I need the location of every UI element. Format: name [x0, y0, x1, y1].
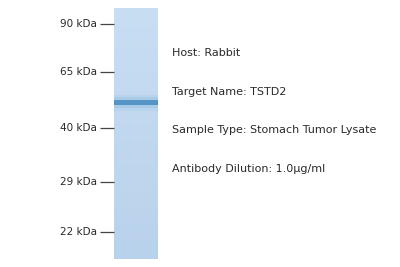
Bar [114, 70, 158, 74]
Bar [114, 77, 158, 80]
Bar [114, 30, 158, 33]
Bar [114, 130, 158, 134]
Bar [114, 202, 158, 206]
Bar [114, 121, 158, 124]
Bar [114, 14, 158, 17]
Bar [114, 89, 158, 93]
Bar [114, 174, 158, 177]
Bar [114, 74, 158, 77]
Bar [114, 105, 158, 108]
Bar [114, 23, 158, 27]
Bar [114, 162, 158, 165]
Bar [114, 152, 158, 155]
Bar [114, 218, 158, 221]
Bar [114, 80, 158, 83]
Bar [114, 243, 158, 246]
Bar [114, 205, 158, 209]
Bar [114, 96, 158, 99]
Bar [114, 114, 158, 118]
Bar [114, 55, 158, 58]
Bar [114, 111, 158, 115]
Bar [114, 17, 158, 21]
Bar [114, 133, 158, 137]
Bar [114, 199, 158, 203]
Bar [114, 95, 158, 100]
Bar [114, 33, 158, 36]
Bar [114, 108, 158, 112]
Bar [114, 227, 158, 231]
Bar [114, 253, 158, 256]
Bar [114, 139, 158, 143]
Bar [114, 124, 158, 127]
Bar [114, 42, 158, 46]
Bar [114, 256, 158, 259]
Bar [114, 168, 158, 171]
Bar [114, 180, 158, 184]
Bar [114, 97, 158, 100]
Bar [114, 177, 158, 180]
Bar [114, 224, 158, 227]
Bar [114, 249, 158, 253]
Bar [114, 86, 158, 90]
Bar [114, 230, 158, 234]
Bar [114, 26, 158, 30]
Text: 90 kDa: 90 kDa [60, 19, 97, 29]
Bar [114, 11, 158, 14]
Bar [114, 209, 158, 212]
Bar [114, 52, 158, 55]
Bar [114, 164, 158, 168]
Text: Host: Rabbit: Host: Rabbit [172, 48, 240, 58]
Text: Sample Type: Stomach Tumor Lysate: Sample Type: Stomach Tumor Lysate [172, 125, 376, 135]
Text: 40 kDa: 40 kDa [60, 123, 97, 133]
Bar [114, 136, 158, 140]
Bar [114, 61, 158, 65]
Bar [114, 100, 158, 105]
Bar [114, 215, 158, 218]
Bar [114, 193, 158, 196]
Bar [114, 146, 158, 149]
Text: 29 kDa: 29 kDa [60, 176, 97, 187]
Bar [114, 158, 158, 162]
Bar [114, 221, 158, 225]
Bar [114, 99, 158, 102]
Bar [114, 127, 158, 130]
Bar [114, 246, 158, 250]
Bar [114, 67, 158, 71]
Bar [114, 45, 158, 49]
Bar [114, 237, 158, 240]
Bar [114, 171, 158, 174]
Bar [114, 117, 158, 121]
Bar [114, 49, 158, 52]
Bar [114, 83, 158, 87]
Bar [114, 8, 158, 11]
Bar [114, 92, 158, 96]
Bar [114, 149, 158, 152]
Bar [114, 196, 158, 199]
Bar [114, 64, 158, 68]
Text: 65 kDa: 65 kDa [60, 67, 97, 77]
Bar [114, 39, 158, 42]
Text: Target Name: TSTD2: Target Name: TSTD2 [172, 87, 286, 97]
Bar [114, 190, 158, 193]
Bar [114, 58, 158, 61]
Bar [114, 212, 158, 215]
Text: Antibody Dilution: 1.0μg/ml: Antibody Dilution: 1.0μg/ml [172, 164, 325, 174]
Bar [114, 20, 158, 24]
Bar [114, 36, 158, 39]
Bar [114, 240, 158, 243]
Bar [114, 105, 158, 108]
Bar [114, 105, 158, 111]
Bar [114, 143, 158, 146]
Bar [114, 155, 158, 159]
Text: 22 kDa: 22 kDa [60, 227, 97, 237]
Bar [114, 234, 158, 237]
Bar [114, 183, 158, 187]
Bar [114, 102, 158, 105]
Bar [114, 187, 158, 190]
